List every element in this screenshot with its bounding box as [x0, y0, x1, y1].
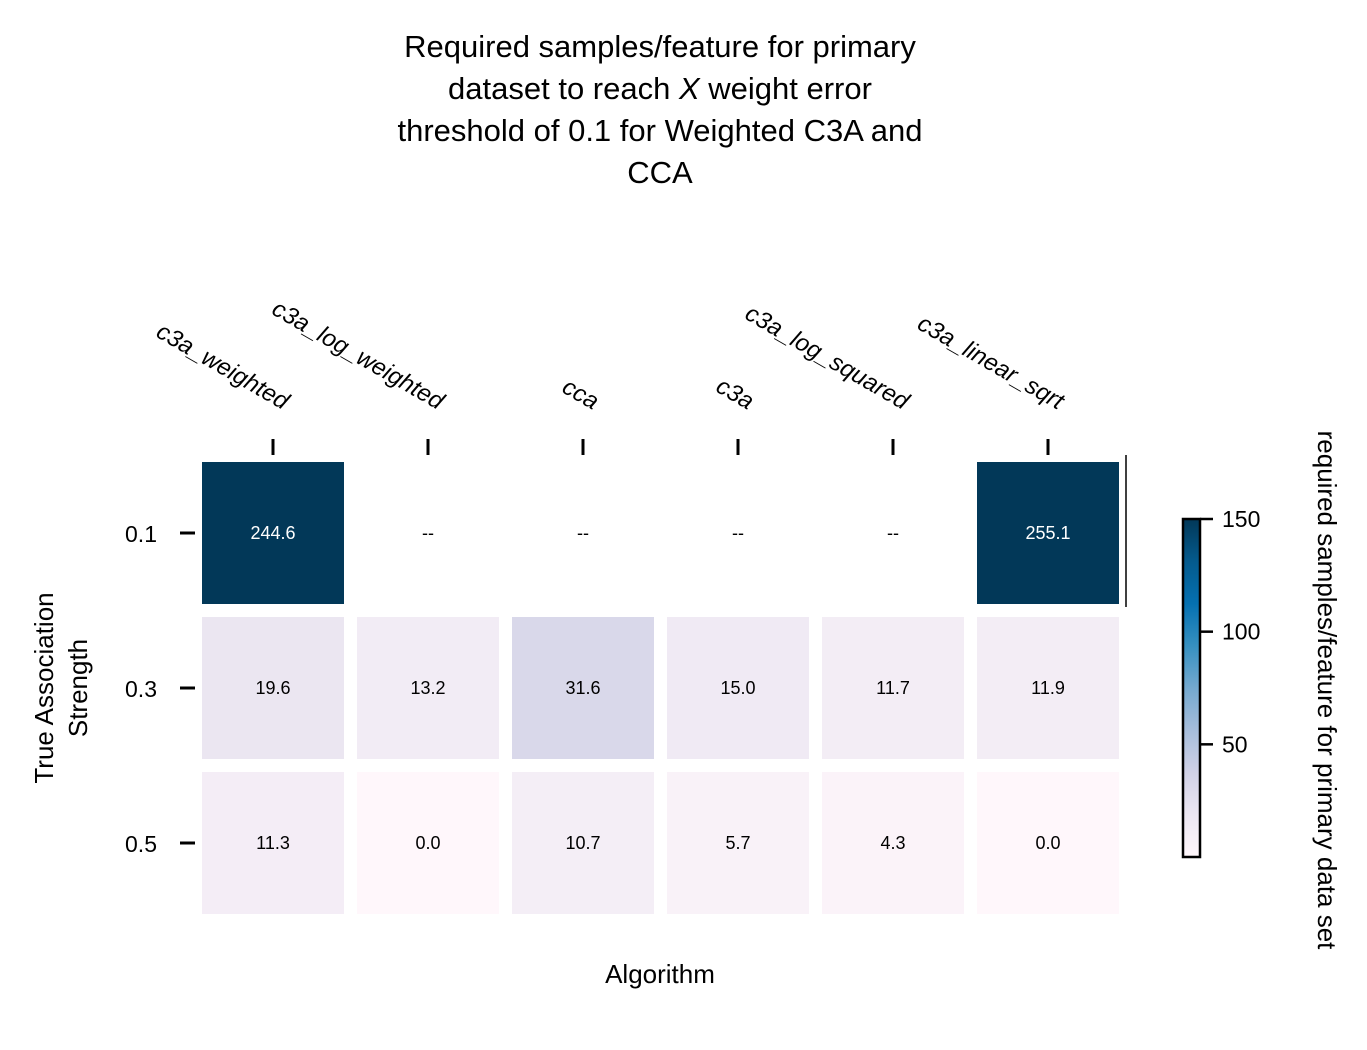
- colorbar-label: required samples/feature for primary dat…: [1312, 431, 1342, 951]
- cell-value-label: 244.6: [250, 523, 295, 543]
- title-line-4: CCA: [627, 155, 693, 190]
- title-italic-variable: X: [678, 71, 701, 106]
- column-tick-label: c3a_linear_sqrt: [913, 310, 1070, 416]
- colorbar-tick-label: 50: [1222, 731, 1248, 757]
- title-line-2-head: dataset to reach: [448, 71, 679, 106]
- column-tick-label: c3a_log_weighted: [267, 295, 449, 415]
- cell-value-label: 11.7: [876, 678, 910, 698]
- heatmap-cells: 244.6 -- -- -- -- 255.1 19.6 13.2 31.6 15.0 11.7 11…: [202, 455, 1127, 914]
- heatmap-cell: [202, 772, 344, 914]
- cell-value-label: 11.3: [256, 833, 290, 853]
- row-tick-label: 0.3: [125, 676, 157, 702]
- colorbar-gradient: [1181, 517, 1202, 859]
- cell-value-label: 10.7: [565, 833, 600, 853]
- title-line-1: Required samples/feature for primary: [404, 29, 916, 64]
- cell-value-label: 0.0: [415, 833, 440, 853]
- y-axis-label: True Association Strength: [29, 592, 93, 783]
- heatmap-cell: [667, 617, 809, 759]
- colorbar: 50 100 150: [1181, 506, 1260, 859]
- title-line-3: threshold of 0.1 for Weighted C3A and: [397, 113, 922, 148]
- cell-value-label: --: [887, 523, 899, 543]
- heatmap-cell: [512, 772, 654, 914]
- cell-value-label: 11.9: [1031, 678, 1065, 698]
- title-line-2: dataset to reach X weight error: [448, 71, 872, 106]
- heatmap-cell: [977, 617, 1119, 759]
- column-tick-label: c3a_log_squared: [741, 300, 915, 416]
- heatmap-cell: [202, 462, 344, 604]
- cell-value-label: 13.2: [410, 678, 445, 698]
- cell-value-label: 31.6: [565, 678, 600, 698]
- row-tick-label: 0.1: [125, 521, 157, 547]
- y-axis-label-line-1: True Association: [29, 592, 59, 783]
- heatmap-cell: [822, 772, 964, 914]
- cell-value-label: 19.6: [255, 678, 290, 698]
- heatmap-cell: [977, 772, 1119, 914]
- column-tick-label: c3a_weighted: [152, 318, 294, 416]
- heatmap-cell: [357, 617, 499, 759]
- cell-value-label: --: [577, 523, 589, 543]
- row-ticks: 0.1 0.3 0.5: [125, 521, 195, 857]
- x-axis-label: Algorithm: [605, 959, 715, 989]
- cell-value-label: --: [422, 523, 434, 543]
- cell-value-label: 4.3: [880, 833, 905, 853]
- heatmap-cell: [512, 617, 654, 759]
- heatmap-cell: [977, 462, 1119, 604]
- cell-value-label: 255.1: [1025, 523, 1070, 543]
- cell-value-label: 15.0: [720, 678, 755, 698]
- heatmap-cell: [822, 617, 964, 759]
- heatmap-cell: [667, 772, 809, 914]
- row-tick-label: 0.5: [125, 831, 157, 857]
- y-axis-label-line-2: Strength: [63, 639, 93, 737]
- cell-value-label: 5.7: [725, 833, 750, 853]
- colorbar-tick-label: 150: [1222, 506, 1260, 532]
- title-line-2-tail: weight error: [700, 71, 872, 106]
- cell-value-label: 0.0: [1035, 833, 1060, 853]
- cell-value-label: --: [732, 523, 744, 543]
- chart-title: Required samples/feature for primary dat…: [397, 29, 922, 190]
- column-tick-label: cca: [558, 373, 604, 415]
- heatmap-cell: [357, 772, 499, 914]
- heatmap-cell: [202, 617, 344, 759]
- colorbar-tick-label: 100: [1222, 619, 1260, 645]
- column-tick-label: c3a: [711, 372, 758, 415]
